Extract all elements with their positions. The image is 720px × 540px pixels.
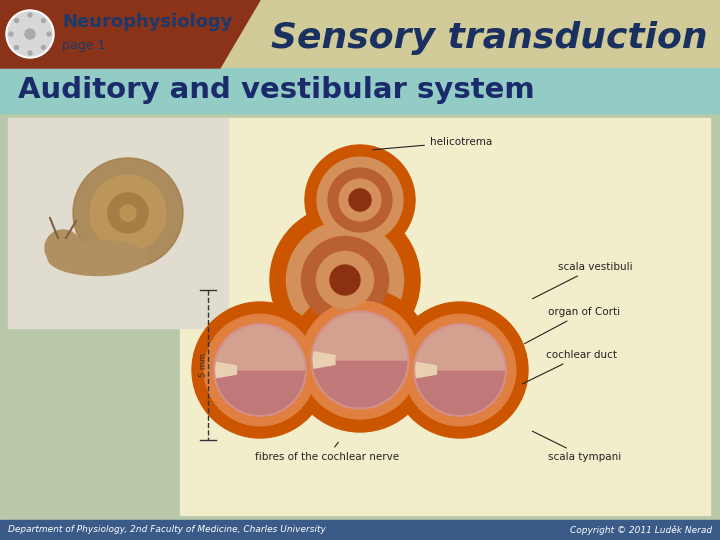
Circle shape: [302, 237, 389, 323]
Circle shape: [8, 12, 52, 56]
Circle shape: [25, 29, 35, 39]
Circle shape: [108, 193, 148, 233]
Circle shape: [28, 13, 32, 17]
Circle shape: [42, 45, 45, 50]
Polygon shape: [0, 0, 260, 68]
Bar: [0, 68, 720, 113]
Wedge shape: [313, 360, 407, 407]
Circle shape: [42, 18, 45, 23]
Circle shape: [204, 314, 316, 426]
Circle shape: [305, 145, 415, 255]
Circle shape: [330, 265, 360, 295]
Circle shape: [288, 288, 432, 432]
Circle shape: [317, 252, 374, 308]
Ellipse shape: [48, 240, 148, 275]
Circle shape: [311, 311, 409, 409]
Circle shape: [339, 179, 381, 221]
Circle shape: [192, 302, 328, 438]
Bar: [0, 520, 720, 540]
Wedge shape: [216, 326, 304, 370]
Text: helicotrema: helicotrema: [373, 137, 492, 150]
Circle shape: [9, 32, 13, 36]
Text: Department of Physiology, 2nd Faculty of Medicine, Charles University: Department of Physiology, 2nd Faculty of…: [8, 525, 326, 535]
Text: cochlear duct: cochlear duct: [523, 350, 617, 384]
Bar: [8, 118, 228, 328]
Circle shape: [6, 10, 54, 58]
Circle shape: [45, 230, 81, 266]
Circle shape: [214, 324, 306, 416]
Text: 5 mm: 5 mm: [199, 353, 207, 377]
Circle shape: [404, 314, 516, 426]
Text: scala tympani: scala tympani: [533, 431, 621, 462]
Bar: [180, 118, 710, 515]
Wedge shape: [416, 362, 436, 377]
Text: Copyright © 2011 Luděk Nerad: Copyright © 2011 Luděk Nerad: [570, 525, 712, 535]
Circle shape: [270, 205, 420, 355]
Text: organ of Corti: organ of Corti: [524, 307, 620, 343]
Circle shape: [392, 302, 528, 438]
Wedge shape: [313, 313, 407, 360]
Wedge shape: [313, 352, 336, 368]
Circle shape: [120, 205, 136, 221]
Circle shape: [414, 324, 506, 416]
Circle shape: [47, 32, 51, 36]
Circle shape: [317, 157, 403, 243]
Circle shape: [90, 175, 166, 251]
Circle shape: [28, 51, 32, 55]
Bar: [0, 0, 720, 68]
Circle shape: [287, 221, 403, 339]
Text: Neurophysiology: Neurophysiology: [62, 13, 233, 31]
Wedge shape: [216, 362, 237, 377]
Text: Auditory and vestibular system: Auditory and vestibular system: [18, 77, 535, 105]
Circle shape: [328, 168, 392, 232]
Wedge shape: [416, 326, 504, 370]
Circle shape: [349, 189, 371, 211]
Text: fibres of the cochlear nerve: fibres of the cochlear nerve: [255, 442, 399, 462]
Circle shape: [301, 301, 419, 419]
Wedge shape: [416, 370, 504, 414]
Circle shape: [14, 18, 19, 23]
Circle shape: [73, 158, 183, 268]
Wedge shape: [216, 370, 305, 414]
Circle shape: [14, 45, 19, 50]
Text: page 1: page 1: [62, 39, 105, 52]
Text: scala vestibuli: scala vestibuli: [533, 262, 633, 299]
Text: Sensory transduction: Sensory transduction: [271, 21, 708, 55]
